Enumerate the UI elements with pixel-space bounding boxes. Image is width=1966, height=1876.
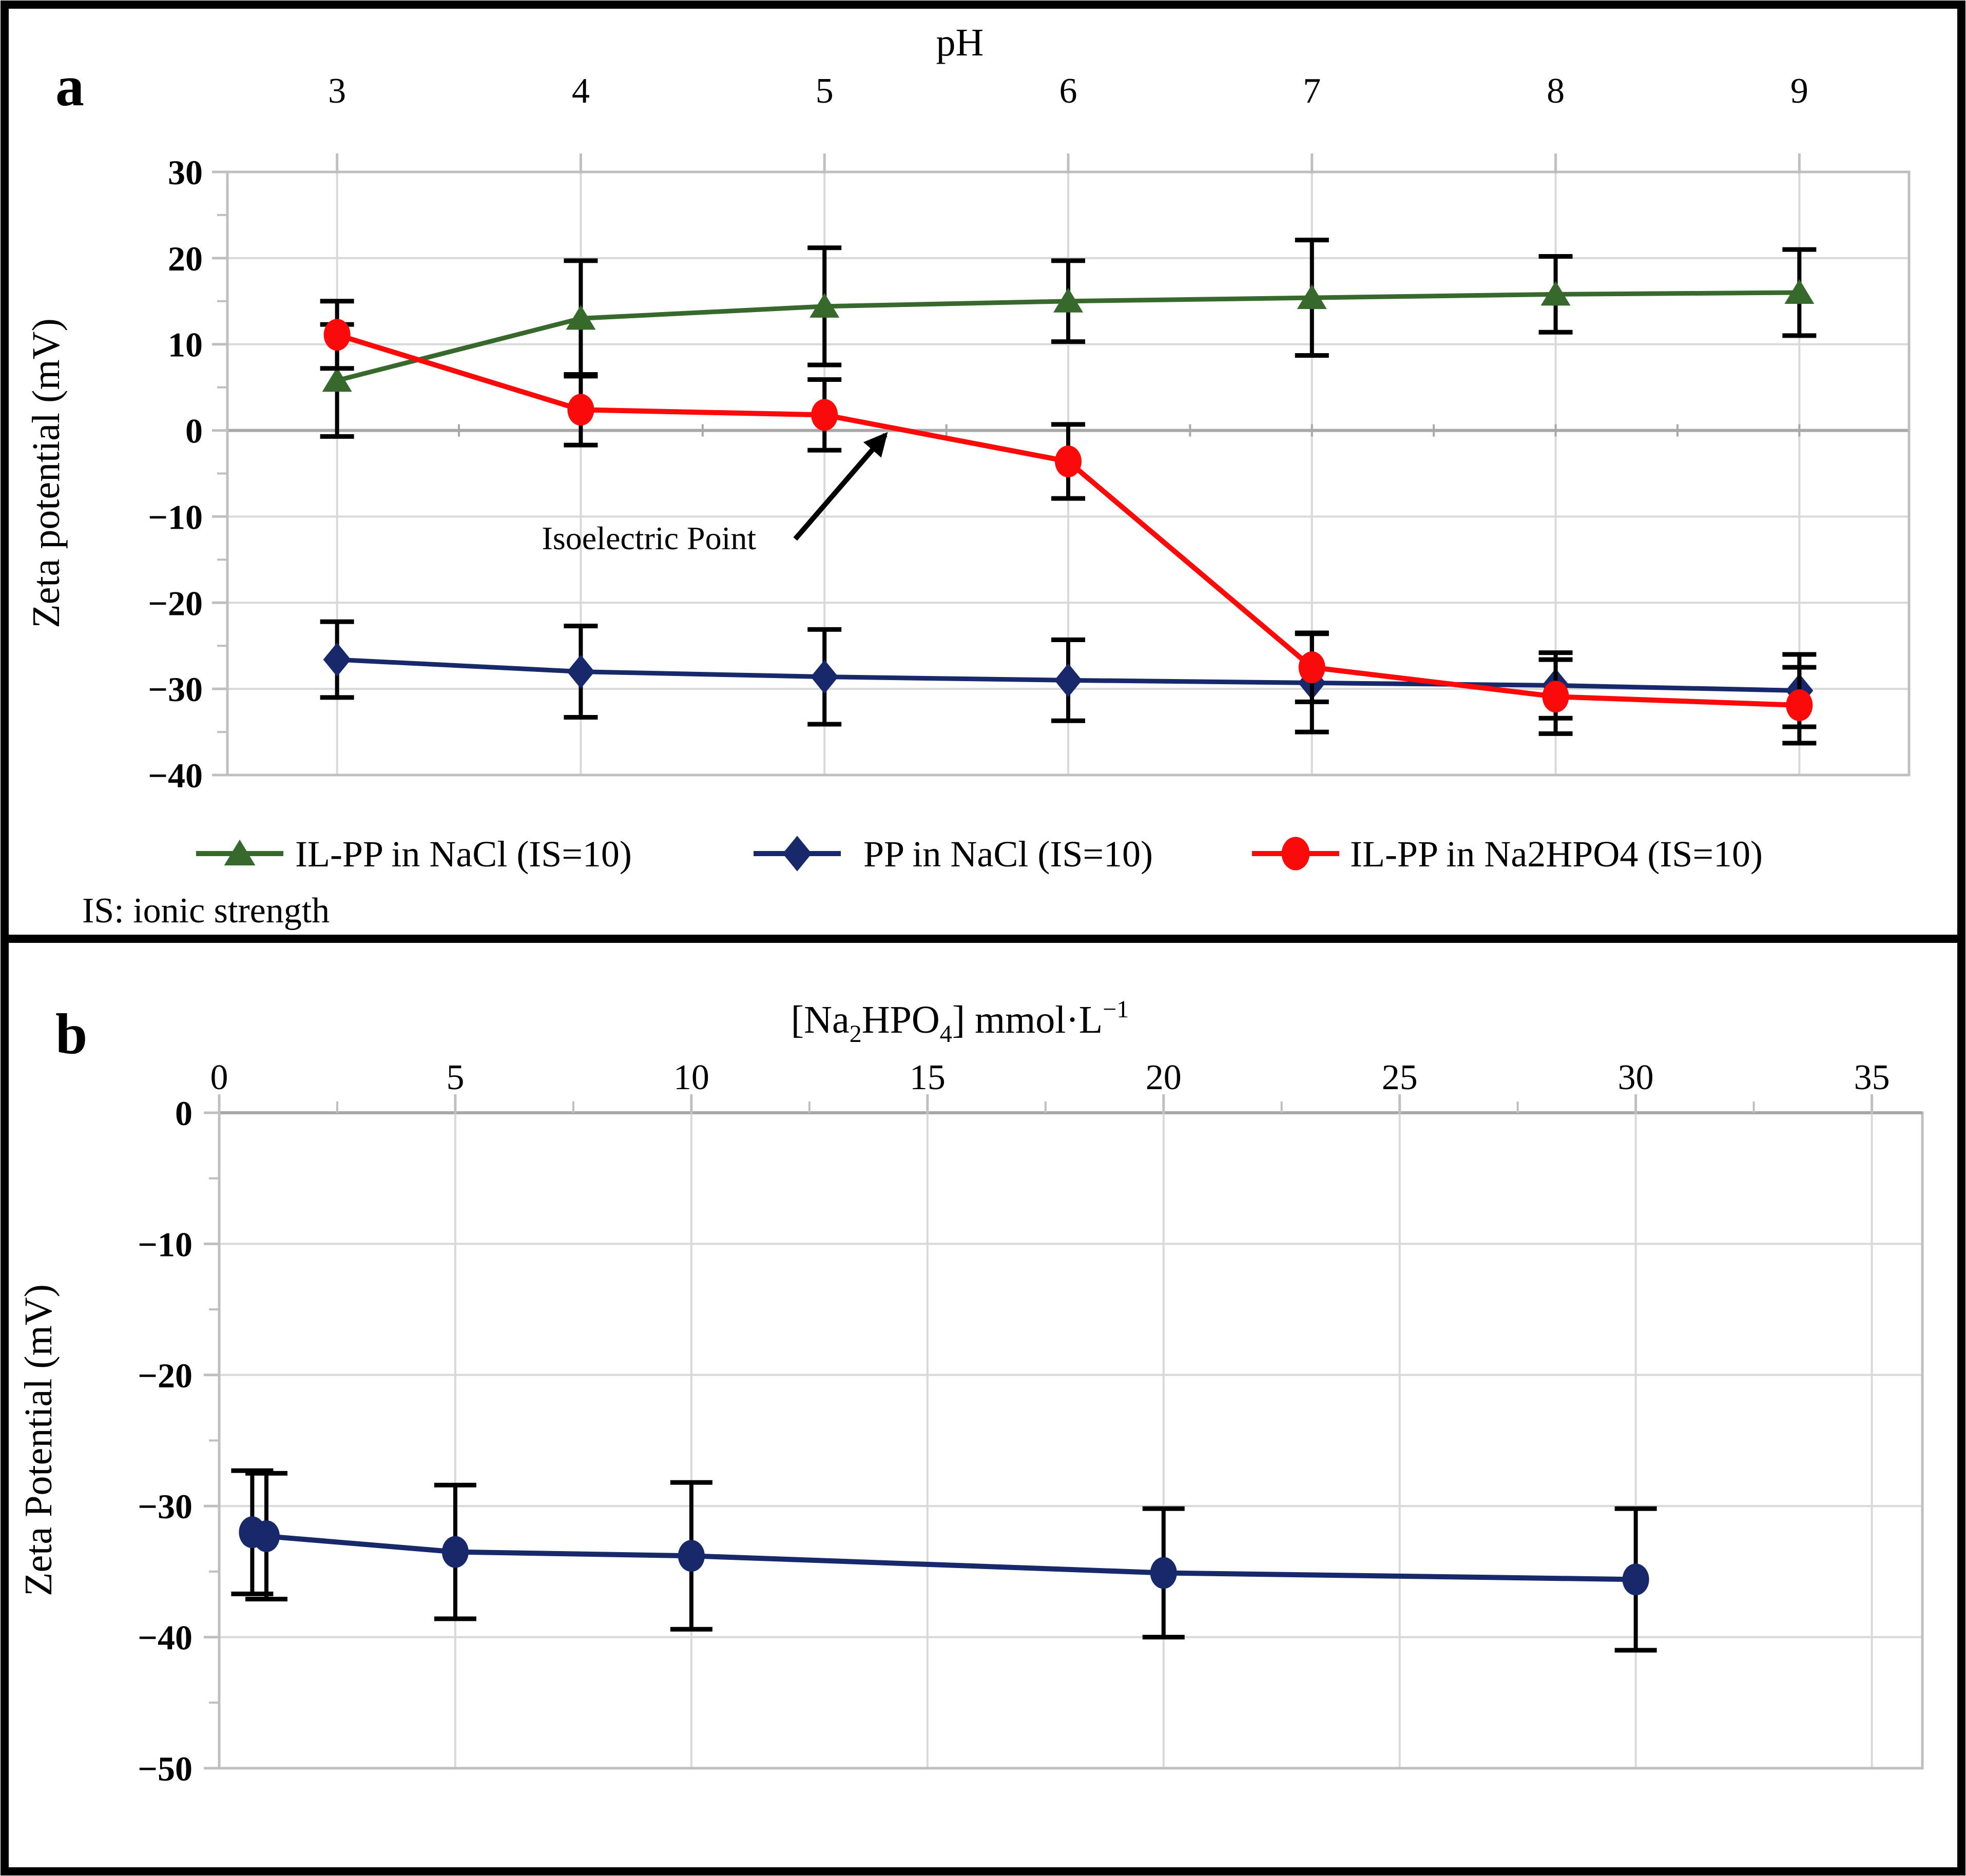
y-tick-label: 20 [168,239,203,278]
y-tick-label: −30 [148,670,203,709]
series-circle-marker [567,394,594,426]
legend-circle-marker [1281,837,1310,871]
y-tick-label: −30 [138,1487,192,1526]
x-tick-label: 3 [328,71,346,111]
legend-item-il-pp-nacl: IL-PP in NaCl (IS=10) [196,834,632,875]
title-supscript: −1 [1103,996,1129,1023]
panel-a-y-axis-title: Zeta potential (mV) [25,318,68,628]
x-tick-label: 5 [816,71,834,111]
y-tick-label: −10 [138,1225,192,1264]
y-tick-label: −20 [138,1356,192,1395]
ionic-strength-note: IS: ionic strength [82,891,330,931]
panel-b-letter: b [55,1002,87,1066]
y-tick-label: 0 [185,412,203,451]
x-tick-label: 10 [673,1058,709,1097]
panel-b-y-axis-title: Zeta Potential (mV) [17,1284,60,1596]
legend-triangle-marker [224,839,256,866]
x-tick-label: 30 [1618,1058,1654,1097]
y-tick-label: −10 [148,497,203,536]
series-circle-marker [1786,689,1813,722]
legend-label: PP in NaCl (IS=10) [863,834,1153,875]
series-triangle-marker [809,293,840,318]
x-tick-label: 8 [1547,71,1565,111]
series-circle-marker [1150,1557,1177,1589]
series-diamond-marker [567,654,595,689]
title-subscript: 2 [850,1020,862,1048]
series-triangle-marker [1297,284,1327,310]
series-triangle-marker [1053,287,1083,313]
x-tick-label: 0 [210,1058,228,1097]
y-tick-label: −40 [138,1618,192,1657]
series-diamond-marker [811,660,839,694]
y-tick-label: 30 [168,153,203,192]
series-triangle-marker [566,305,596,330]
series-circle-marker [678,1540,705,1572]
x-tick-label: 5 [446,1058,464,1097]
title-subscript: 4 [940,1020,952,1048]
panel-a-x-axis-title: pH [936,21,984,64]
legend-label: IL-PP in Na2HPO4 (IS=10) [1350,834,1763,875]
series-circle-marker [253,1520,280,1552]
legend-diamond-marker [782,836,812,872]
plot-border [218,1111,1924,1770]
y-tick-label: −40 [148,756,203,795]
isoelectric-point-annotation: Isoelectric Point [542,520,757,556]
series-diamond-marker [323,643,351,677]
panel-b-x-axis-title: [Na2HPO4] mmol·L−1 [791,996,1129,1048]
x-tick-label: 25 [1382,1058,1418,1097]
series-circle-marker [1298,651,1325,684]
series-triangle-marker [322,367,352,392]
annotation-arrow [793,432,888,541]
x-tick-label: 6 [1059,71,1077,111]
y-tick-label: 10 [168,325,203,364]
panel-b-plot-area: 0 5 10 15 20 25 30 35 0 −10 −20 −30 −40 −50 [138,1058,1924,1788]
series-circle-marker [323,319,351,351]
y-tick-label: −50 [138,1749,192,1788]
legend-label: IL-PP in NaCl (IS=10) [295,834,632,875]
series-circle-marker [811,399,838,431]
x-tick-label: 9 [1790,71,1808,111]
title-text: [Na [791,998,850,1041]
series-diamond-marker [1054,663,1082,698]
series-triangle-marker [1540,281,1571,306]
series-circle-marker [1622,1563,1649,1596]
panel-a-letter: a [55,54,84,118]
series-circle-marker [1542,681,1569,713]
panel-a-plot-area: 3 4 5 6 7 8 9 30 20 10 0 −10 −20 −30 −40 [148,71,1911,795]
legend-item-pp-nacl: PP in NaCl (IS=10) [754,834,1153,875]
y-tick-label: 0 [175,1094,192,1133]
series-triangle-marker [1784,279,1815,304]
series-circle-marker [441,1536,469,1568]
title-text: ] mmol·L [952,998,1103,1041]
x-tick-label: 7 [1303,71,1321,111]
legend: IL-PP in NaCl (IS=10) PP in NaCl (IS=10)… [196,834,1763,875]
y-tick-label: −20 [148,584,203,623]
x-tick-label: 15 [910,1058,946,1097]
x-tick-label: 20 [1146,1058,1182,1097]
legend-item-il-pp-na2hpo4: IL-PP in Na2HPO4 (IS=10) [1252,834,1763,875]
title-text: HPO [862,998,940,1041]
series-circle-marker [1055,446,1082,477]
x-tick-label: 4 [572,71,590,111]
x-tick-label: 35 [1854,1058,1890,1097]
